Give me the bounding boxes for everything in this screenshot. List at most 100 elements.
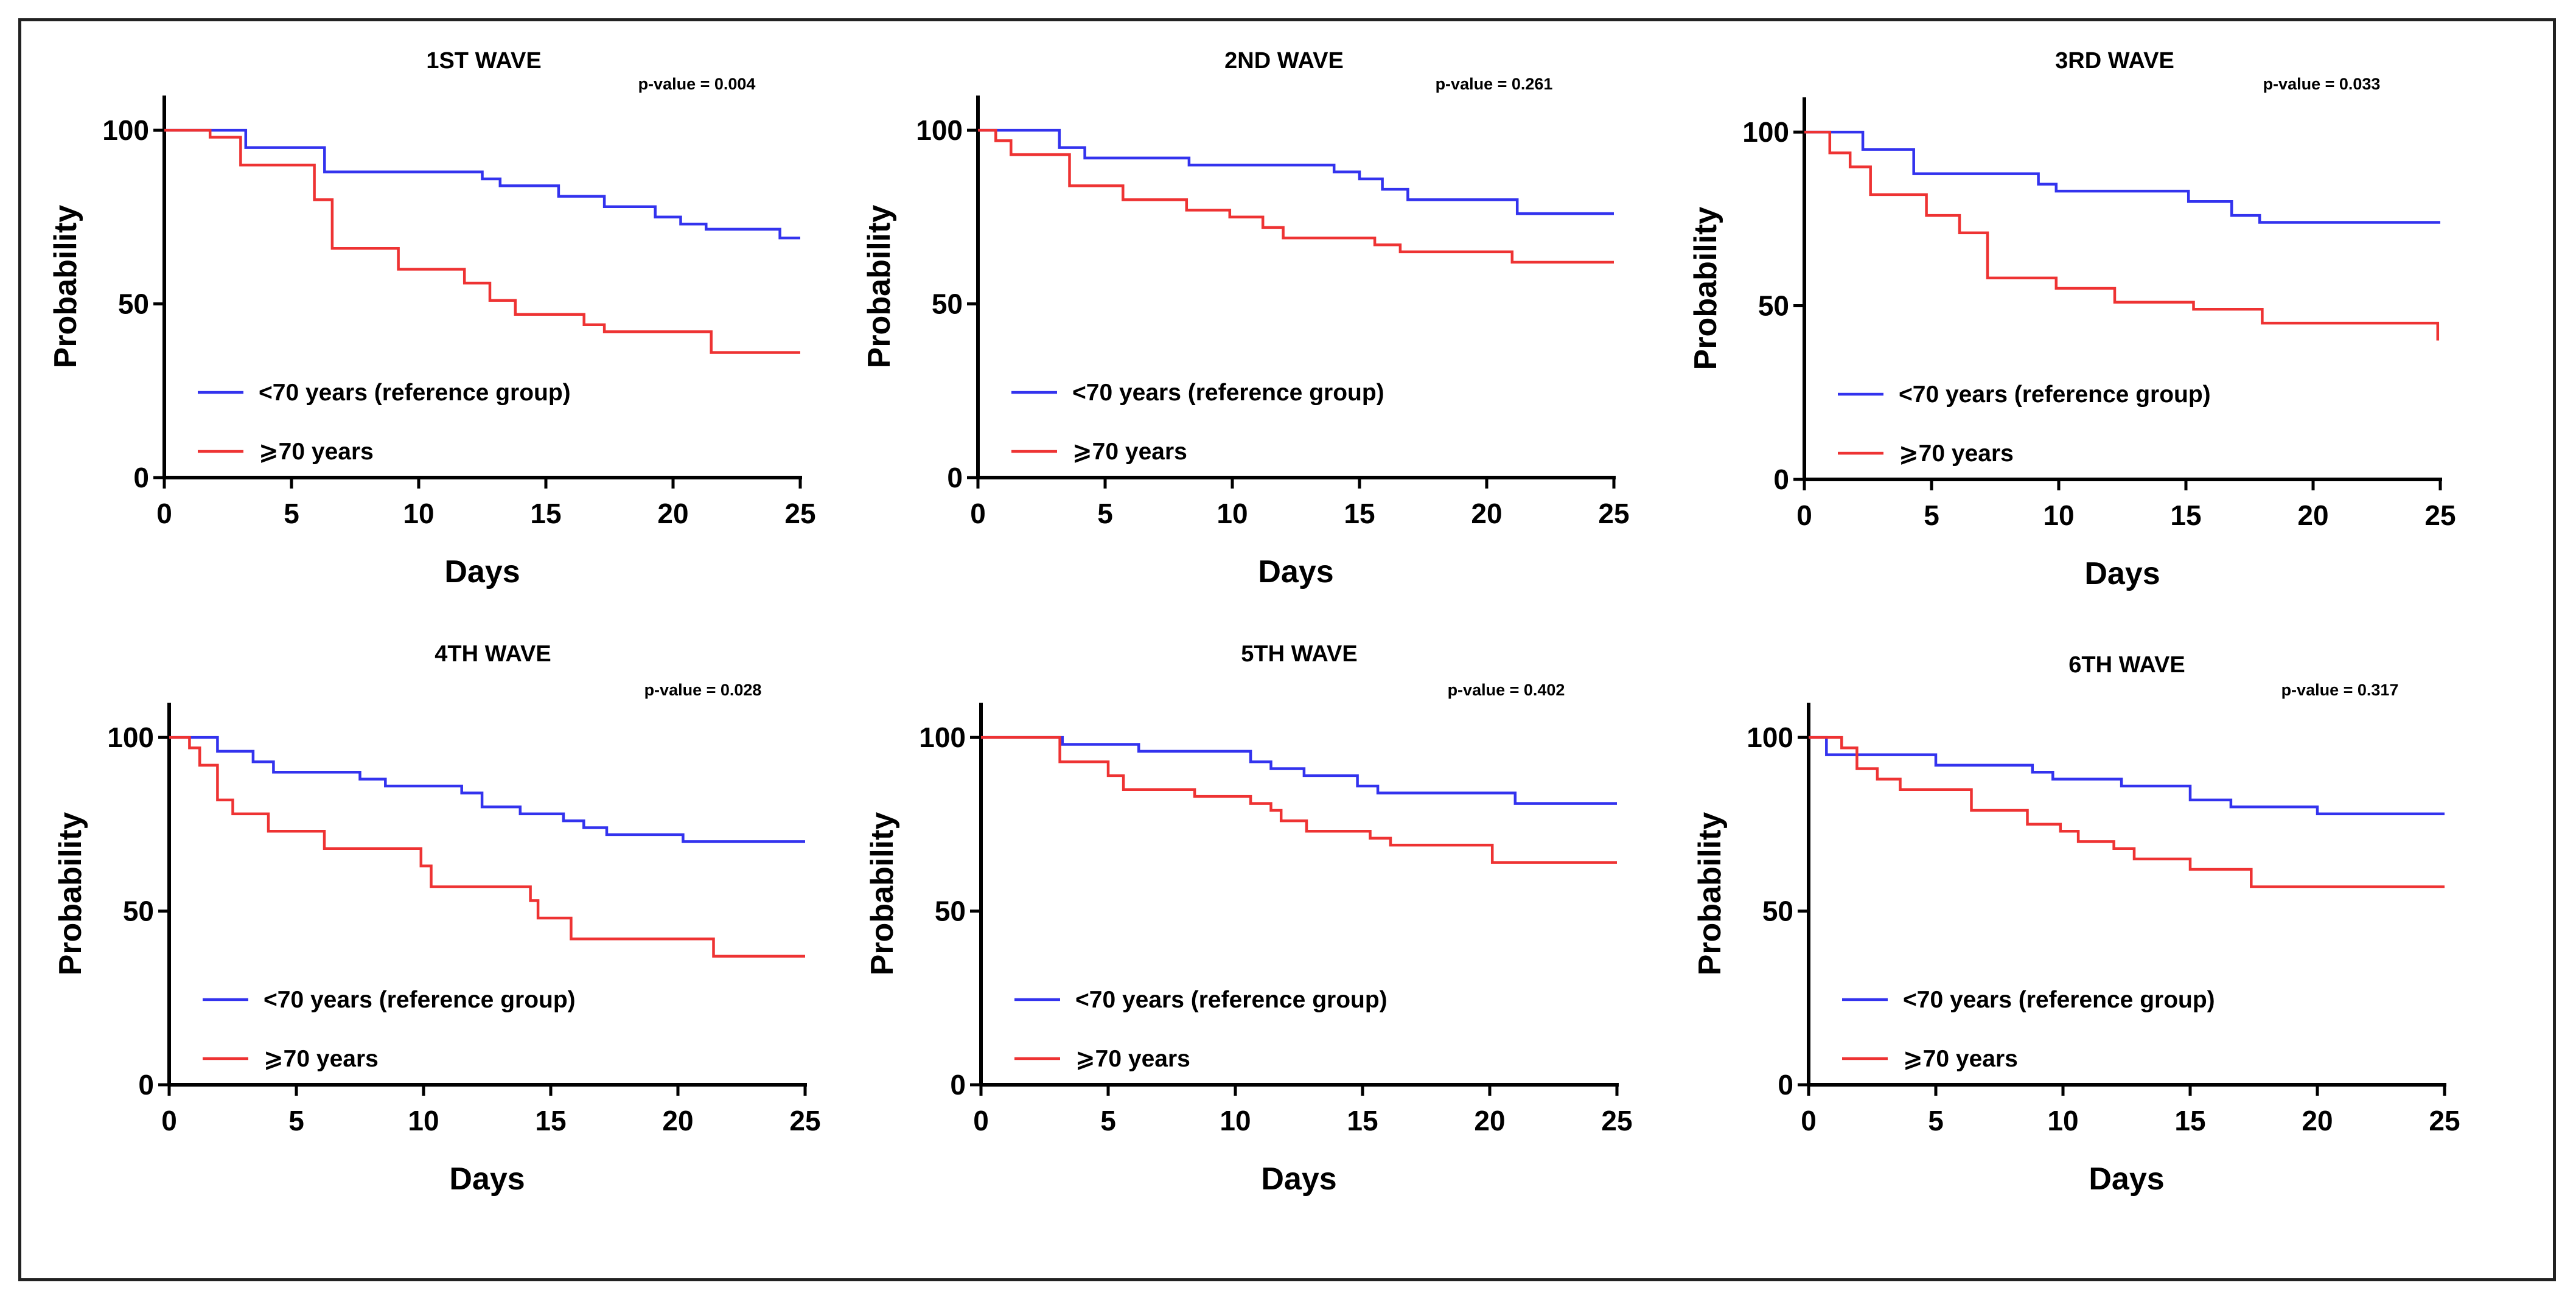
y-tick-label: 100 bbox=[1747, 722, 1793, 753]
y-tick-label: 50 bbox=[118, 288, 149, 320]
x-tick-label: 15 bbox=[2170, 499, 2201, 531]
legend-label-70-plus: ⩾70 years bbox=[1903, 1046, 2018, 1072]
legend-label-70-plus: ⩾70 years bbox=[1899, 440, 2014, 467]
x-tick-label: 20 bbox=[1471, 498, 1502, 529]
x-axis-title: Days bbox=[449, 1161, 525, 1197]
x-tick-label: 25 bbox=[789, 1105, 820, 1136]
y-tick-label: 0 bbox=[950, 1069, 966, 1101]
chart-title: 5TH WAVE bbox=[1241, 641, 1357, 667]
legend-label-under-70: <70 years (reference group) bbox=[1903, 987, 2215, 1013]
x-tick-label: 0 bbox=[973, 1105, 989, 1136]
y-tick-label: 100 bbox=[916, 114, 963, 146]
x-tick-label: 20 bbox=[657, 498, 688, 529]
x-tick-label: 5 bbox=[1924, 499, 1939, 531]
y-tick-label: 100 bbox=[107, 722, 154, 753]
x-tick-label: 15 bbox=[530, 498, 561, 529]
survival-chart-3: 3RD WAVE p-value = 0.033 0 50 100 0 5 10 15 20 25 D… bbox=[1688, 48, 2456, 591]
legend-label-under-70: <70 years (reference group) bbox=[259, 380, 571, 406]
series-line-70-plus bbox=[978, 128, 1614, 264]
x-tick-label: 5 bbox=[1928, 1105, 1944, 1136]
p-value-label: p-value = 0.033 bbox=[2263, 75, 2381, 93]
y-axis-title: Probability bbox=[48, 205, 83, 369]
series-line-70-plus bbox=[1804, 130, 2440, 341]
x-tick-label: 10 bbox=[2047, 1105, 2078, 1136]
x-tick-label: 5 bbox=[1100, 1105, 1116, 1136]
y-tick-label: 50 bbox=[1762, 896, 1793, 927]
x-tick-label: 20 bbox=[2302, 1105, 2333, 1136]
y-tick-label: 50 bbox=[1758, 290, 1789, 322]
x-axis-title: Days bbox=[1261, 1161, 1336, 1197]
p-value-label: p-value = 0.317 bbox=[2281, 681, 2399, 699]
y-axis-title: Probability bbox=[865, 812, 900, 976]
legend-label-under-70: <70 years (reference group) bbox=[1899, 381, 2211, 408]
x-tick-label: 25 bbox=[784, 498, 815, 529]
y-tick-label: 100 bbox=[102, 114, 149, 146]
series-line-70-plus bbox=[981, 736, 1617, 864]
p-value-label: p-value = 0.261 bbox=[1436, 75, 1553, 93]
series-line-under-70 bbox=[1809, 736, 2445, 815]
p-value-label: p-value = 0.004 bbox=[638, 75, 756, 93]
x-axis-title: Days bbox=[2089, 1161, 2164, 1197]
chart-title: 2ND WAVE bbox=[1224, 48, 1344, 74]
x-tick-label: 20 bbox=[1474, 1105, 1505, 1136]
y-tick-label: 0 bbox=[947, 462, 963, 493]
legend-label-70-plus: ⩾70 years bbox=[264, 1046, 379, 1072]
y-axis-title: Probability bbox=[53, 812, 88, 976]
series-line-under-70 bbox=[1804, 130, 2440, 224]
legend-label-under-70: <70 years (reference group) bbox=[1072, 380, 1384, 406]
y-axis-title: Probability bbox=[1688, 207, 1723, 371]
legend-label-under-70: <70 years (reference group) bbox=[264, 987, 576, 1013]
survival-chart-2: 2ND WAVE p-value = 0.261 0 50 100 0 5 10 15 20 25 D… bbox=[862, 48, 1630, 590]
x-axis-title: Days bbox=[444, 554, 520, 590]
x-tick-label: 10 bbox=[2043, 499, 2074, 531]
x-axis-title: Days bbox=[2084, 556, 2160, 591]
survival-chart-5: 5TH WAVE p-value = 0.402 0 50 100 0 5 10 15 20 25 D… bbox=[865, 641, 1633, 1197]
x-tick-label: 25 bbox=[1598, 498, 1629, 529]
y-tick-label: 50 bbox=[935, 896, 966, 927]
series-line-70-plus bbox=[164, 128, 800, 354]
x-tick-label: 0 bbox=[1796, 499, 1812, 531]
y-tick-label: 0 bbox=[133, 462, 149, 493]
x-tick-label: 25 bbox=[1601, 1105, 1632, 1136]
x-axis-title: Days bbox=[1258, 554, 1333, 590]
series-line-under-70 bbox=[978, 128, 1614, 215]
x-tick-label: 15 bbox=[535, 1105, 566, 1136]
p-value-label: p-value = 0.402 bbox=[1448, 681, 1565, 699]
x-tick-label: 20 bbox=[2297, 499, 2328, 531]
x-tick-label: 0 bbox=[156, 498, 172, 529]
series-line-under-70 bbox=[981, 736, 1617, 805]
chart-title: 1ST WAVE bbox=[426, 48, 541, 74]
series-line-under-70 bbox=[164, 128, 800, 240]
y-tick-label: 100 bbox=[1742, 116, 1789, 148]
y-tick-label: 50 bbox=[932, 288, 963, 320]
x-tick-label: 10 bbox=[1216, 498, 1248, 529]
legend-label-under-70: <70 years (reference group) bbox=[1075, 987, 1387, 1013]
p-value-label: p-value = 0.028 bbox=[644, 681, 762, 699]
x-tick-label: 25 bbox=[2424, 499, 2456, 531]
x-tick-label: 15 bbox=[1347, 1105, 1378, 1136]
x-tick-label: 5 bbox=[284, 498, 299, 529]
legend-label-70-plus: ⩾70 years bbox=[1072, 439, 1187, 465]
survival-chart-1: 1ST WAVE p-value = 0.004 0 50 100 0 5 10 15 20 25 D… bbox=[48, 48, 816, 590]
y-tick-label: 50 bbox=[123, 896, 154, 927]
chart-title: 4TH WAVE bbox=[435, 641, 551, 667]
series-line-70-plus bbox=[1809, 736, 2445, 888]
survival-chart-6: 6TH WAVE p-value = 0.317 0 50 100 0 5 10 15 20 25 D… bbox=[1692, 652, 2460, 1197]
y-tick-label: 0 bbox=[138, 1069, 154, 1101]
chart-title: 6TH WAVE bbox=[2068, 652, 2185, 678]
series-line-under-70 bbox=[169, 736, 805, 843]
x-tick-label: 10 bbox=[1220, 1105, 1251, 1136]
y-axis-title: Probability bbox=[1692, 812, 1728, 976]
series-line-70-plus bbox=[169, 736, 805, 958]
x-tick-label: 5 bbox=[288, 1105, 304, 1136]
y-tick-label: 0 bbox=[1773, 464, 1789, 495]
x-tick-label: 25 bbox=[2429, 1105, 2460, 1136]
survival-chart-4: 4TH WAVE p-value = 0.028 0 50 100 0 5 10 15 20 25 D… bbox=[53, 641, 821, 1197]
x-tick-label: 15 bbox=[2174, 1105, 2205, 1136]
x-tick-label: 15 bbox=[1344, 498, 1375, 529]
y-tick-label: 100 bbox=[919, 722, 966, 753]
x-tick-label: 10 bbox=[408, 1105, 439, 1136]
legend-label-70-plus: ⩾70 years bbox=[259, 439, 374, 465]
x-tick-label: 0 bbox=[970, 498, 986, 529]
